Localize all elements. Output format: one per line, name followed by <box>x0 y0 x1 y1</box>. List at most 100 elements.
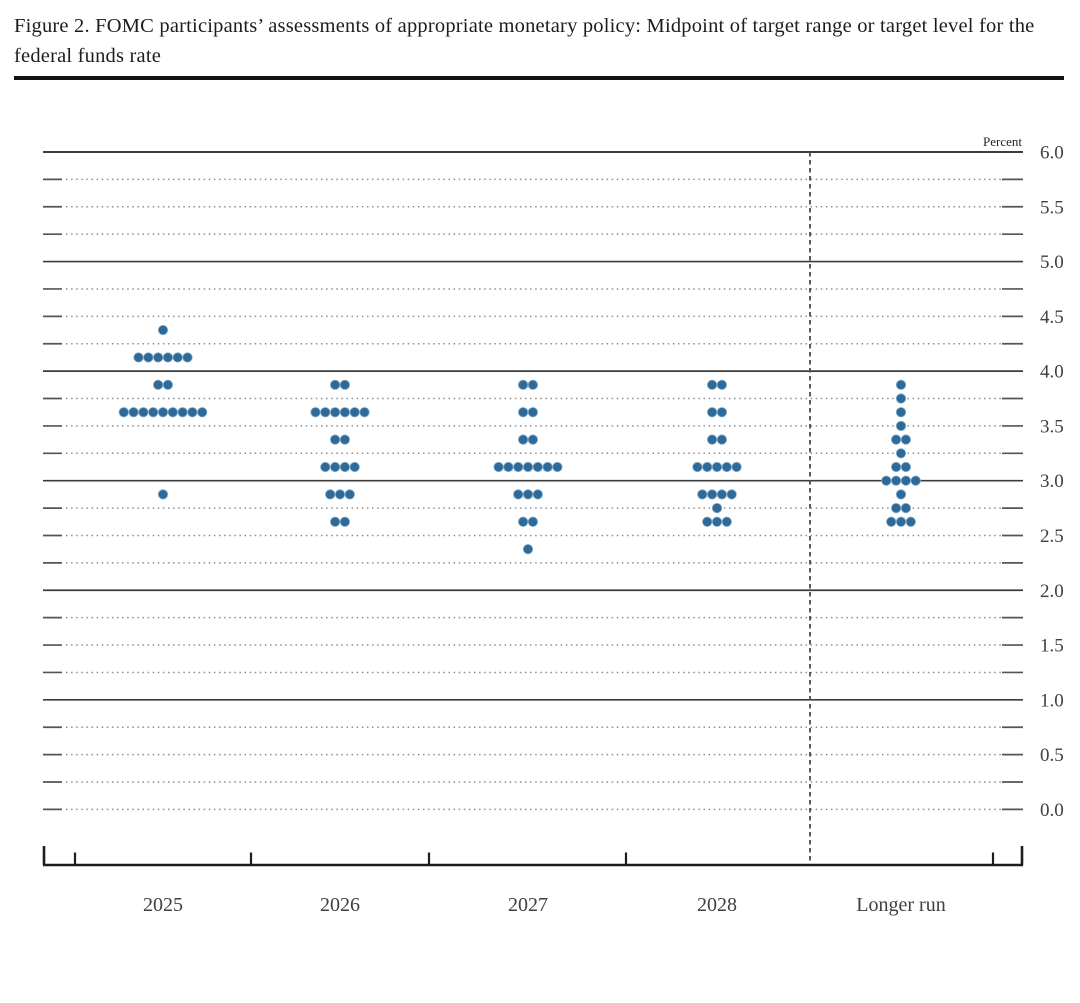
projection-dot <box>157 407 169 418</box>
projection-dot <box>886 516 897 527</box>
projection-dot <box>177 407 188 418</box>
y-axis-label: 1.5 <box>1040 636 1064 657</box>
projection-dot <box>157 489 169 500</box>
projection-dot <box>706 407 718 418</box>
projection-dot <box>517 516 529 527</box>
projection-dot <box>726 489 737 500</box>
projection-dot <box>890 434 902 445</box>
projection-dot <box>320 461 331 473</box>
projection-dot <box>157 324 169 336</box>
y-axis-label: 6.0 <box>1040 143 1064 164</box>
projection-dot <box>890 461 902 473</box>
projection-dot <box>552 461 563 473</box>
projection-dot <box>339 516 350 527</box>
projection-dot <box>329 516 341 527</box>
projection-dot <box>895 407 907 418</box>
projection-dot <box>513 489 524 500</box>
projection-dot <box>339 434 350 445</box>
projection-dot <box>349 461 360 473</box>
projection-dot <box>702 461 713 473</box>
projection-dot <box>513 461 524 473</box>
projection-dot <box>320 407 331 418</box>
projection-dot <box>711 502 723 514</box>
projection-dot <box>329 379 341 390</box>
y-axis-label: 0.0 <box>1040 800 1064 821</box>
projection-dot <box>344 489 355 500</box>
projection-dot <box>133 352 144 363</box>
title-rule <box>14 76 1064 80</box>
y-axis-label: 4.5 <box>1040 307 1064 328</box>
projection-dot <box>895 420 907 432</box>
projection-dot <box>162 352 173 363</box>
projection-dot <box>310 407 321 418</box>
projection-dot <box>522 544 534 555</box>
projection-dot <box>706 489 718 500</box>
projection-dot <box>895 516 907 527</box>
y-axis-label: 5.5 <box>1040 197 1064 218</box>
projection-dot <box>731 461 742 473</box>
projection-dot <box>143 352 154 363</box>
projection-dot <box>503 461 514 473</box>
projection-dot <box>716 434 728 445</box>
x-axis-label: 2027 <box>508 894 548 916</box>
projection-dot <box>527 516 539 527</box>
x-axis-label: 2025 <box>143 894 183 916</box>
projection-dot <box>187 407 198 418</box>
projection-dot <box>711 461 723 473</box>
y-axis-label: 2.5 <box>1040 526 1064 547</box>
projection-dot <box>162 379 173 390</box>
projection-dot <box>716 407 728 418</box>
projection-dot <box>522 489 534 500</box>
projection-dot <box>197 407 208 418</box>
projection-dot <box>138 407 149 418</box>
x-axis-label: Longer run <box>856 894 945 916</box>
projection-dot <box>493 461 504 473</box>
projection-dot <box>895 393 907 404</box>
projection-dot <box>881 475 892 486</box>
projection-dot <box>517 379 529 390</box>
x-axis-label: 2026 <box>320 894 360 916</box>
y-axis-label: 5.0 <box>1040 252 1064 273</box>
projection-dot <box>153 352 164 363</box>
projection-dot <box>517 407 529 418</box>
projection-dot <box>900 502 912 514</box>
projection-dot <box>721 516 732 527</box>
projection-dot <box>153 379 164 390</box>
y-axis-label: 4.0 <box>1040 362 1064 383</box>
projection-dot <box>711 516 723 527</box>
projection-dot <box>329 461 341 473</box>
y-axis-label: 0.5 <box>1040 745 1064 766</box>
projection-dot <box>527 407 539 418</box>
projection-dot <box>895 489 907 500</box>
projection-dot <box>349 407 360 418</box>
projection-dot <box>118 407 129 418</box>
projection-dot <box>532 461 543 473</box>
projection-dot <box>697 489 708 500</box>
projection-dot <box>167 407 178 418</box>
projection-dot <box>339 379 350 390</box>
projection-dot <box>148 407 159 418</box>
projection-dot <box>910 475 921 486</box>
projection-dot <box>900 475 912 486</box>
projection-dot <box>527 434 539 445</box>
projection-dot <box>339 407 350 418</box>
projection-dot <box>182 352 193 363</box>
projection-dot <box>716 489 728 500</box>
projection-dot <box>692 461 703 473</box>
projection-dot <box>542 461 553 473</box>
projection-dot <box>329 434 341 445</box>
y-axis-unit-label: Percent <box>983 134 1022 149</box>
projection-dot <box>702 516 713 527</box>
projection-dot <box>706 434 718 445</box>
y-axis-label: 3.5 <box>1040 416 1064 437</box>
projection-dot <box>325 489 336 500</box>
projection-dot <box>895 379 907 390</box>
projection-dot <box>716 379 728 390</box>
projection-dot <box>532 489 543 500</box>
figure-title: Figure 2. FOMC participants’ assessments… <box>14 15 1035 67</box>
y-axis-label: 3.0 <box>1040 471 1064 492</box>
projection-dot <box>359 407 370 418</box>
projection-dot <box>334 489 346 500</box>
